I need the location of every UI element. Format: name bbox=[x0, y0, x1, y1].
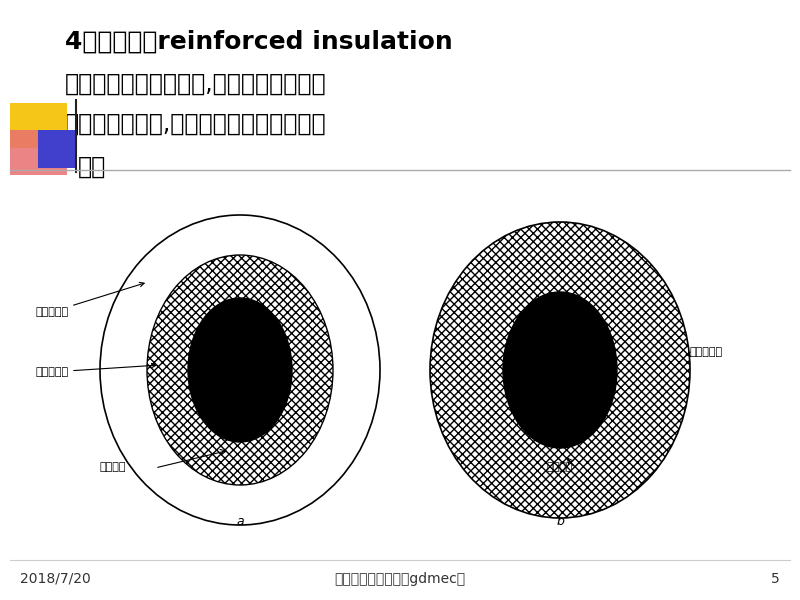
Text: 绹缘: 绹缘 bbox=[78, 155, 106, 179]
Text: b: b bbox=[556, 515, 564, 528]
Text: 第二层绹缘: 第二层绹缘 bbox=[35, 283, 144, 317]
Ellipse shape bbox=[503, 292, 617, 448]
Text: 2018/7/20: 2018/7/20 bbox=[20, 572, 90, 586]
Text: 电器产品强制认证（gdmec）: 电器产品强制认证（gdmec） bbox=[334, 572, 466, 586]
Ellipse shape bbox=[188, 298, 292, 442]
Text: 在本标准规定的条件下,提供与双重绹缘等: 在本标准规定的条件下,提供与双重绹缘等 bbox=[65, 72, 326, 96]
Text: a: a bbox=[236, 515, 244, 528]
Bar bbox=[38, 130, 76, 168]
Text: 4、加强绹缘reinforced insulation: 4、加强绹缘reinforced insulation bbox=[65, 30, 453, 54]
Ellipse shape bbox=[147, 255, 333, 485]
Text: 效的防电击等级,而施加于带电部件的单一: 效的防电击等级,而施加于带电部件的单一 bbox=[65, 112, 326, 136]
Text: 带电导体: 带电导体 bbox=[546, 462, 574, 472]
Ellipse shape bbox=[100, 215, 380, 525]
Text: 单一绹缘层: 单一绹缘层 bbox=[686, 347, 723, 357]
Text: 5: 5 bbox=[771, 572, 780, 586]
Text: 第一层绹缘: 第一层绹缘 bbox=[35, 364, 156, 377]
Text: 带电导体: 带电导体 bbox=[100, 462, 126, 472]
Bar bbox=[10, 103, 67, 148]
Ellipse shape bbox=[430, 222, 690, 518]
Bar bbox=[10, 130, 67, 175]
